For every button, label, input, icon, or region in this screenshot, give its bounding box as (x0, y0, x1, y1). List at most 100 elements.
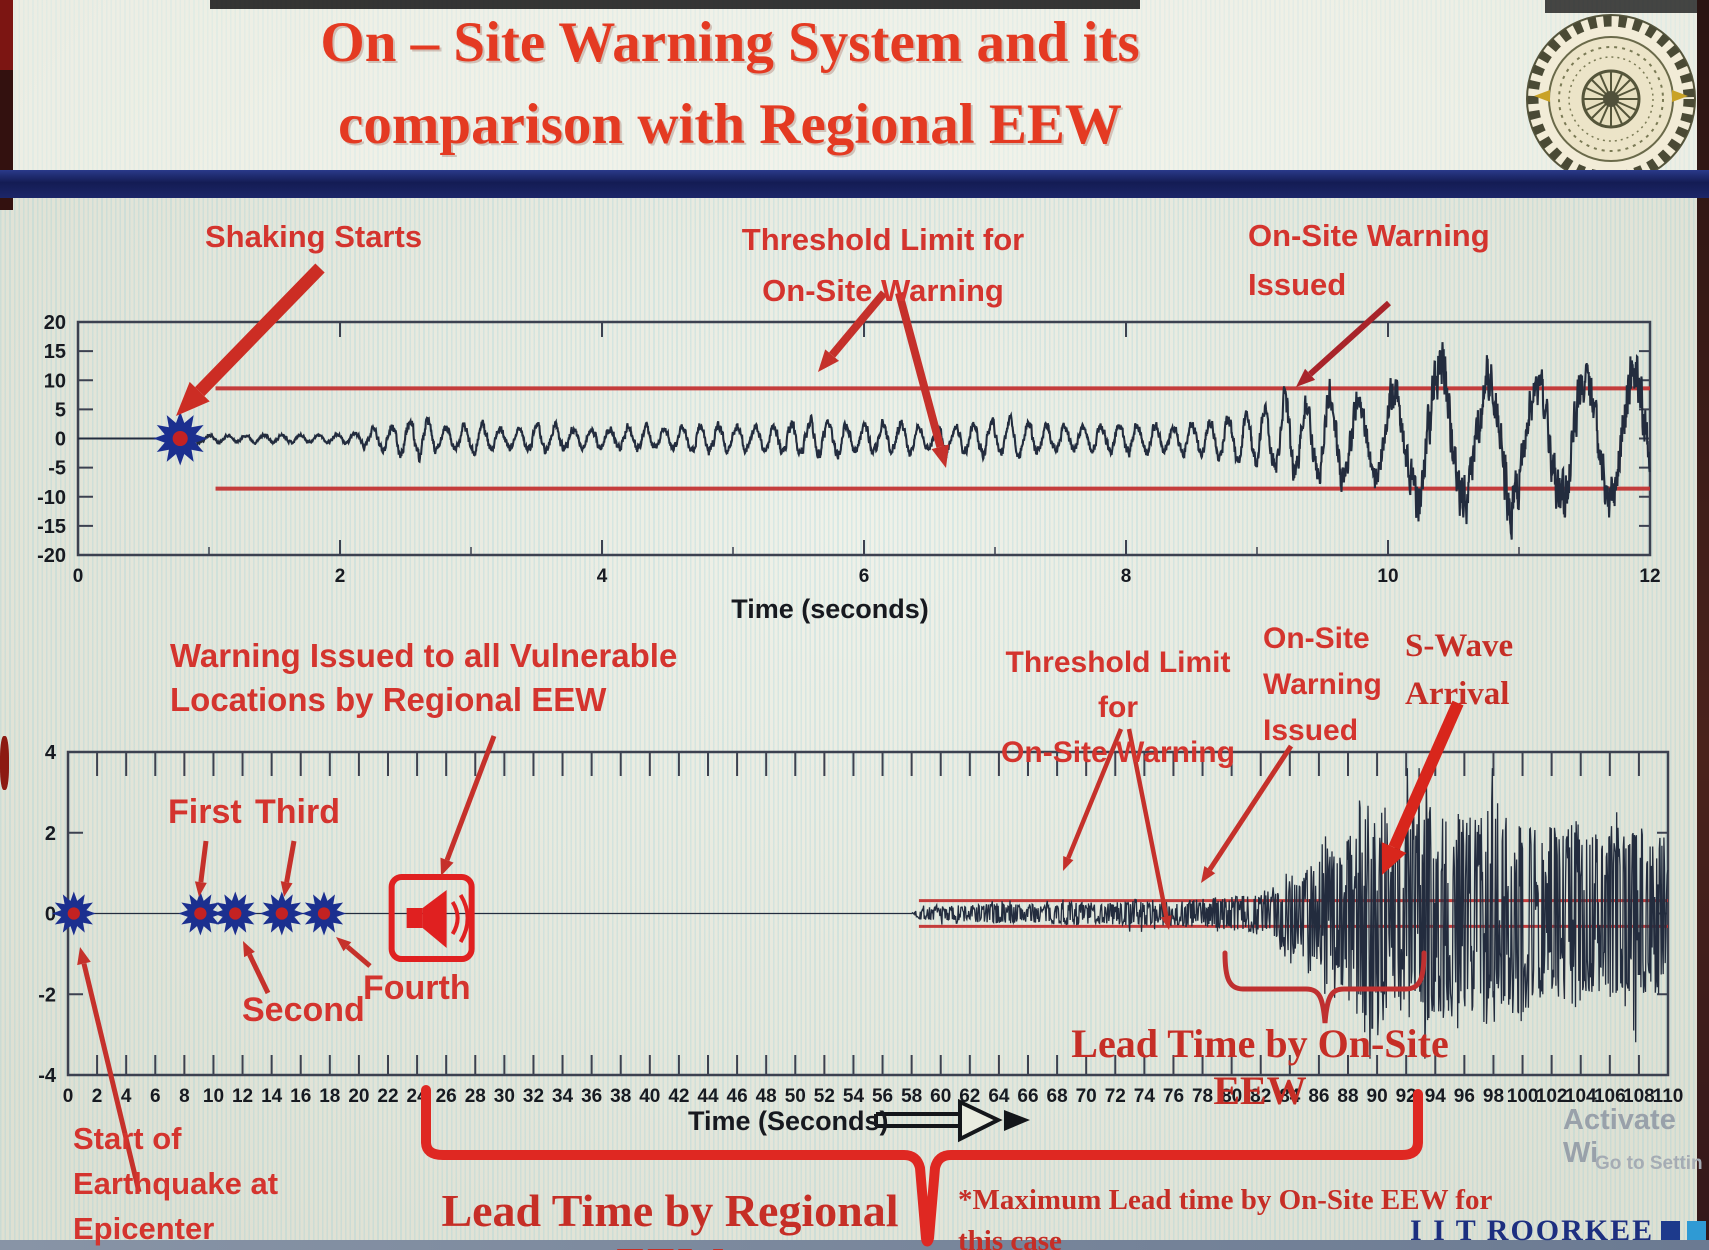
top-chart-xtick-label: 8 (1121, 566, 1132, 587)
threshold-bot-line2: On-Site Warning (1001, 736, 1235, 769)
annotation-warning-issued-top: On-Site Warning Issued (1248, 211, 1490, 309)
speaker-sound-waves (450, 893, 470, 944)
annotation-arrowhead (1381, 842, 1407, 875)
bottom-chart-xtick-label: 96 (1454, 1086, 1475, 1107)
annotation-arrow (81, 962, 142, 1193)
title-line1: On – Site Warning System and its (320, 11, 1140, 74)
annotation-lead-time-onsite: Lead Time by On-Site EEW (1071, 1021, 1449, 1113)
annotation-arrow (247, 953, 271, 995)
epicenter-line2: Earthquake at (73, 1166, 279, 1201)
bottom-chart-ytick-label: -4 (38, 1065, 57, 1087)
bottom-chart-xtick-label: 88 (1337, 1086, 1358, 1107)
issued-top-line2: Issued (1248, 267, 1347, 302)
top-chart-xtick-label: 2 (335, 566, 346, 587)
annotation-regional-warning: Warning Issued to all Vulnerable Locatio… (170, 634, 677, 722)
swave-line2: Arrival (1405, 676, 1510, 712)
bottom-chart-xtick-label: 22 (377, 1086, 398, 1107)
bottom-chart-xtick-label: 42 (668, 1086, 689, 1107)
windows-activate-watermark: Activate Wi (1563, 1104, 1676, 1169)
top-chart-xtick-label: 4 (597, 566, 608, 587)
annotation-max-lead-note: *Maximum Lead time by On-Site EEW for th… (958, 1180, 1503, 1250)
threshold-top-line2: On-Site Warning (762, 273, 1004, 308)
brand-square-1 (1661, 1221, 1681, 1240)
annotation-first: First (168, 793, 242, 831)
top-chart-xtick-label: 0 (73, 566, 84, 587)
bottom-chart-xtick-label: 102 (1536, 1086, 1568, 1107)
bottom-chart-xtick-label: 34 (552, 1086, 574, 1107)
bottom-chart-xtick-label: 54 (843, 1086, 865, 1107)
bottom-chart-ytick-label: 2 (45, 823, 56, 845)
top-chart-ytick-label: 20 (44, 312, 66, 334)
annotation-warning-issued-bottom: On-Site Warning Issued (1263, 616, 1382, 754)
top-chart-ytick-label: 0 (55, 429, 66, 451)
p-detection-marker-center (67, 907, 80, 920)
top-chart-ytick-label: -20 (37, 545, 66, 567)
annotation-arrowhead (1296, 368, 1316, 387)
photo-edge-right (1697, 0, 1709, 1250)
lead-time-onsite-brace (1222, 950, 1427, 1024)
title-line2: comparison with Regional EEW (338, 93, 1122, 156)
annotation-arrow (444, 735, 497, 861)
annotation-arrow (198, 840, 209, 883)
bottom-chart-xtick-label: 18 (319, 1086, 340, 1107)
photo-edge-top-right (1545, 0, 1709, 13)
photo-left-streak (0, 736, 9, 790)
speaker-body (406, 908, 423, 928)
bottom-chart-xtick-label: 82 (1250, 1086, 1271, 1107)
threshold-bot-line1: Threshold Limit for (1005, 646, 1231, 724)
bottom-chart-xtick-label: 4 (121, 1086, 132, 1107)
bottom-chart-xtick-label: 60 (930, 1086, 951, 1107)
bottom-chart-xtick-label: 108 (1623, 1086, 1655, 1107)
bottom-chart-xtick-label: 40 (639, 1086, 660, 1107)
top-xaxis-title: Time (seconds) (731, 594, 929, 624)
bottom-chart-xtick-label: 32 (523, 1086, 544, 1107)
photo-edge-bottom (0, 1240, 1709, 1250)
bottom-chart-xtick-label: 104 (1565, 1086, 1597, 1107)
bottom-chart-xtick-label: 12 (232, 1086, 253, 1107)
annotation-arrowhead (1201, 866, 1216, 883)
top-chart-xtick-label: 6 (859, 566, 870, 587)
p-detection-marker-center (229, 907, 242, 920)
annotation-arrowhead (280, 881, 293, 897)
bottom-chart-xtick-label: 74 (1134, 1086, 1156, 1107)
issued-top-line1: On-Site Warning (1248, 218, 1490, 253)
annotation-fourth: Fourth (363, 969, 471, 1007)
annotation-arrowhead (176, 381, 210, 416)
p-detection-marker-center (275, 907, 288, 920)
top-seismogram-trace (78, 342, 1651, 540)
annotation-threshold-limit-top: Threshold Limit for On-Site Warning (718, 214, 1048, 316)
annotation-arrowhead (194, 881, 207, 897)
bottom-chart-xtick-label: 62 (959, 1086, 980, 1107)
bottom-chart-xtick-label: 44 (697, 1086, 719, 1107)
annotation-arrow (195, 263, 325, 397)
bottom-chart-xtick-label: 68 (1047, 1086, 1068, 1107)
lead-time-regional-bracket (421, 1085, 1423, 1247)
annotation-arrowhead (243, 941, 255, 958)
photo-edge-left-red (0, 0, 13, 70)
annotation-arrowhead (818, 349, 840, 372)
top-chart-xtick-label: 12 (1639, 566, 1660, 587)
annotation-second: Second (242, 991, 365, 1029)
bottom-chart-xtick-label: 36 (581, 1086, 602, 1107)
page-title: On – Site Warning System and its compari… (90, 2, 1370, 166)
annotation-arrowhead (77, 947, 91, 966)
bottom-chart-xtick-label: 50 (785, 1086, 806, 1107)
epicenter-line1: Start of (73, 1121, 182, 1156)
annotation-arrowhead (1160, 915, 1172, 930)
bottom-chart-xtick-label: 100 (1507, 1086, 1539, 1107)
annotation-arrow (1388, 700, 1464, 850)
bottom-chart-xtick-label: 28 (465, 1086, 486, 1107)
bottom-chart-xtick-label: 38 (610, 1086, 631, 1107)
photo-edge-top (210, 0, 1140, 9)
bottom-chart-xtick-label: 66 (1017, 1086, 1038, 1107)
bottom-chart-xtick-label: 16 (290, 1086, 311, 1107)
iit-roorkee-wordmark: I I T ROORKEE (1410, 1214, 1709, 1248)
bottom-chart-xtick-label: 94 (1425, 1086, 1447, 1107)
bottom-chart-xtick-label: 46 (727, 1086, 748, 1107)
annotation-arrow (1126, 728, 1169, 917)
bottom-chart-xtick-label: 110 (1653, 1086, 1684, 1107)
annotation-arrow (895, 291, 945, 448)
annotation-arrow (1207, 744, 1294, 872)
bottom-chart-xtick-label: 0 (63, 1086, 74, 1107)
